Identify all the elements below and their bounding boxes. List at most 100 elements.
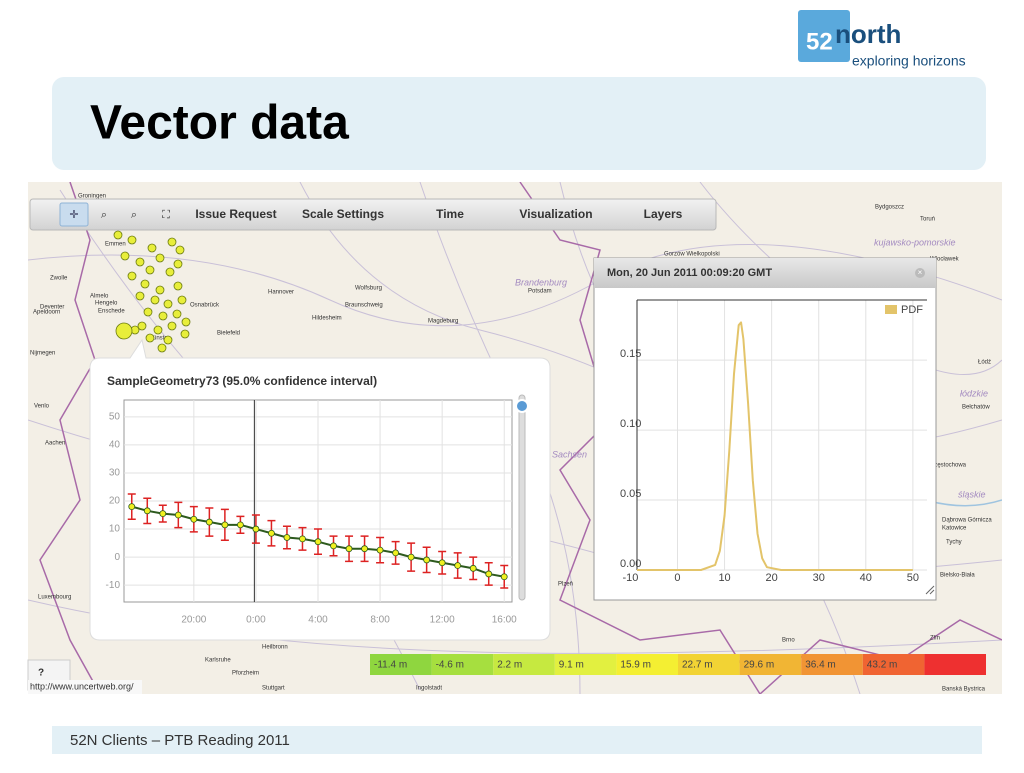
sample-point[interactable] <box>167 237 177 247</box>
resize-grip[interactable] <box>925 585 935 595</box>
slider-handle[interactable] <box>515 399 529 413</box>
legend-color-cell <box>493 654 555 675</box>
menu-item[interactable]: Time <box>436 207 464 221</box>
x-tick-label: 0:00 <box>246 615 266 626</box>
legend-color-cell <box>616 654 678 675</box>
legend-label: PDF <box>901 304 923 316</box>
y-tick-label: 40 <box>109 440 121 451</box>
x-tick-label: 20 <box>766 572 778 584</box>
y-tick-label: 0.15 <box>620 348 641 360</box>
y-tick-label: 0.10 <box>620 418 641 430</box>
sample-point[interactable] <box>143 307 153 317</box>
sample-point[interactable] <box>127 271 137 281</box>
legend-color-label: -4.6 m <box>436 660 464 671</box>
data-point <box>345 545 353 553</box>
data-point <box>423 556 431 564</box>
menu-item[interactable]: Scale Settings <box>302 207 384 221</box>
sample-point[interactable] <box>147 243 157 253</box>
close-icon[interactable]: × <box>918 268 923 277</box>
data-point <box>128 503 136 511</box>
map-label: Karlsruhe <box>205 658 231 664</box>
sample-point[interactable] <box>155 253 165 263</box>
pan-button[interactable] <box>59 202 89 227</box>
close-button[interactable] <box>915 268 925 278</box>
sample-point[interactable] <box>163 299 173 309</box>
menu-item[interactable]: Visualization <box>519 207 592 221</box>
sample-point[interactable] <box>158 311 168 321</box>
map-label: Bydgoszcz <box>875 205 904 211</box>
menu-item[interactable]: Layers <box>644 207 683 221</box>
sample-point[interactable] <box>113 230 123 240</box>
map-label: Hannover <box>268 290 294 296</box>
sample-point[interactable] <box>173 281 183 291</box>
sample-point[interactable] <box>173 259 183 269</box>
sample-point[interactable] <box>180 329 190 339</box>
map-label: Groningen <box>78 194 106 200</box>
map-label: Potsdam <box>528 289 552 295</box>
y-tick-label: 20 <box>109 496 121 507</box>
map-label: Bełchatów <box>962 405 990 411</box>
menu-item[interactable]: Issue Request <box>195 207 276 221</box>
sample-point[interactable] <box>120 251 130 261</box>
zoom-out-icon[interactable]: ⌕ <box>131 209 137 221</box>
data-point <box>330 542 337 550</box>
sample-point[interactable] <box>172 309 182 319</box>
footer-bar <box>52 726 982 754</box>
map-label: Almelo <box>90 294 109 300</box>
map-label: śląskie <box>958 489 986 499</box>
data-point <box>361 545 368 553</box>
sample-point[interactable] <box>153 325 163 335</box>
map-label: Nijmegen <box>30 351 55 357</box>
data-point <box>283 534 291 541</box>
map-label: Dąbrowa Górnicza <box>942 518 992 524</box>
sample-point[interactable] <box>127 235 137 245</box>
map-label: Bielsko-Biała <box>940 573 975 579</box>
legend-color-cell <box>678 654 740 675</box>
sample-point[interactable] <box>137 321 147 331</box>
map-label: Hengelo <box>95 301 118 307</box>
zoom-in-icon[interactable]: ⌕ <box>101 209 107 221</box>
x-tick-label: 50 <box>907 572 919 584</box>
map-label: Luxembourg <box>38 595 71 601</box>
legend-color-cell <box>431 654 494 675</box>
map-label: Magdeburg <box>428 319 458 325</box>
sample-point[interactable] <box>135 257 145 267</box>
sample-point[interactable] <box>155 285 165 295</box>
logo-number: 52 <box>806 28 833 55</box>
map-label: Braunschweig <box>345 303 383 309</box>
sample-point[interactable] <box>135 291 145 301</box>
data-point <box>454 562 462 569</box>
sample-point[interactable] <box>165 267 175 277</box>
sample-point[interactable] <box>140 279 150 289</box>
map-label: Włocławek <box>930 257 960 263</box>
sample-point[interactable] <box>175 245 185 255</box>
x-tick-label: 0 <box>674 572 680 584</box>
y-tick-label: 0 <box>114 552 120 563</box>
map-label: Banská Bystrica <box>942 687 986 693</box>
sample-point[interactable] <box>163 335 173 345</box>
plot-area <box>637 300 927 570</box>
data-point <box>314 538 322 546</box>
data-point <box>159 510 167 518</box>
full-extent-icon[interactable]: ⛶ <box>162 209 170 221</box>
slider-track[interactable] <box>518 394 526 601</box>
map-label: Wolfsburg <box>355 286 382 292</box>
legend-color-label: 9.1 m <box>559 660 584 671</box>
sample-point[interactable] <box>145 333 155 343</box>
y-tick-label: 0.05 <box>620 488 641 500</box>
legend-swatch <box>885 305 897 314</box>
data-point <box>469 564 477 572</box>
sample-point[interactable] <box>177 295 187 305</box>
title-box <box>52 77 986 170</box>
sample-point[interactable] <box>145 265 155 275</box>
y-tick-label: -10 <box>106 580 121 591</box>
map-label: Osnabrück <box>190 303 220 309</box>
y-tick-label: 0.00 <box>620 558 641 570</box>
pan-icon[interactable]: ✛ <box>69 209 78 221</box>
sample-point[interactable] <box>150 295 160 305</box>
help-label[interactable]: ? <box>38 668 44 679</box>
sample-point[interactable] <box>181 317 191 327</box>
selected-point[interactable] <box>115 322 133 340</box>
sample-point[interactable] <box>157 343 167 353</box>
sample-point[interactable] <box>167 321 177 331</box>
